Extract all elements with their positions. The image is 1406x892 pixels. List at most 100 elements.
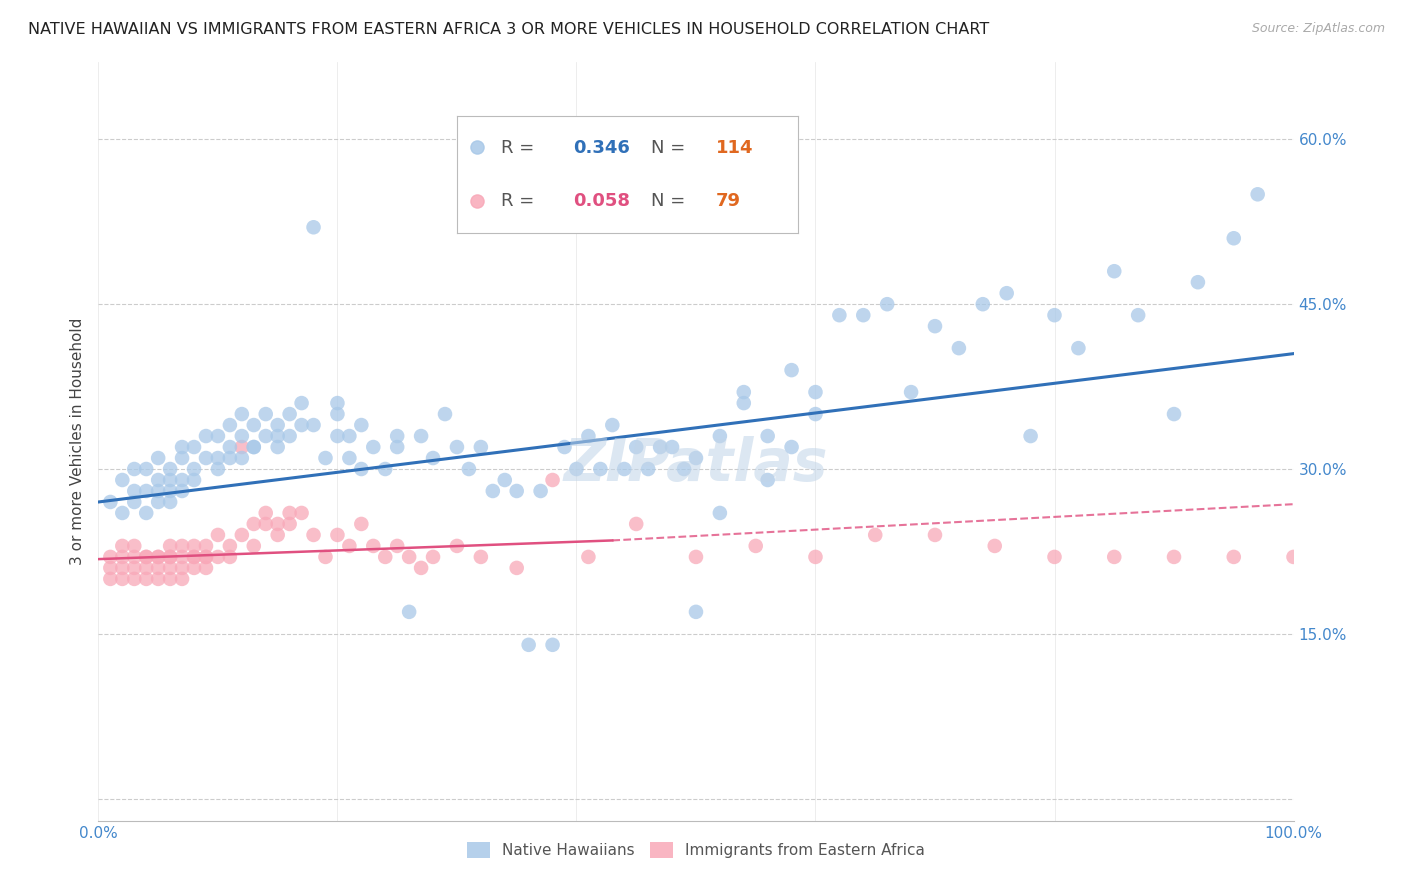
Point xyxy=(124,561,146,575)
Point xyxy=(243,440,266,454)
Point xyxy=(756,429,779,443)
Point xyxy=(302,418,325,433)
Point xyxy=(159,549,181,564)
Point xyxy=(350,516,373,531)
Point xyxy=(243,539,266,553)
Point xyxy=(1104,264,1126,278)
Point xyxy=(124,495,146,509)
Point xyxy=(219,450,242,465)
Point xyxy=(948,341,970,355)
Point xyxy=(291,506,314,520)
Point xyxy=(422,549,444,564)
Point xyxy=(363,539,385,553)
Point xyxy=(183,473,205,487)
Point xyxy=(231,407,253,421)
Point xyxy=(1043,549,1066,564)
Legend: Native Hawaiians, Immigrants from Eastern Africa: Native Hawaiians, Immigrants from Easter… xyxy=(460,835,932,866)
Point xyxy=(1223,549,1246,564)
Point xyxy=(326,407,349,421)
Point xyxy=(254,506,277,520)
Point xyxy=(148,549,170,564)
Point xyxy=(481,483,505,498)
Point xyxy=(148,572,170,586)
Point xyxy=(159,462,181,476)
Point xyxy=(135,483,157,498)
Point xyxy=(780,440,803,454)
Point xyxy=(231,429,253,443)
Point xyxy=(804,549,827,564)
Point xyxy=(685,605,707,619)
Point xyxy=(207,549,229,564)
Point xyxy=(385,539,409,553)
Point xyxy=(541,638,564,652)
Point xyxy=(339,429,361,443)
Point xyxy=(219,418,242,433)
Point xyxy=(578,549,600,564)
Point xyxy=(148,483,170,498)
Point xyxy=(148,450,170,465)
Point xyxy=(172,561,194,575)
Point xyxy=(148,495,170,509)
Point xyxy=(494,473,516,487)
Point xyxy=(733,385,755,400)
Point xyxy=(350,462,373,476)
Point xyxy=(267,418,290,433)
Point xyxy=(254,429,277,443)
Point xyxy=(876,297,898,311)
Point xyxy=(374,462,396,476)
Point xyxy=(135,462,157,476)
Point xyxy=(1223,231,1246,245)
Point xyxy=(852,308,875,322)
Point xyxy=(685,549,707,564)
Point xyxy=(159,539,181,553)
Point xyxy=(98,572,122,586)
Point xyxy=(1019,429,1042,443)
Point xyxy=(207,450,229,465)
Point xyxy=(98,549,122,564)
Point xyxy=(1104,549,1126,564)
Point xyxy=(267,429,290,443)
Point xyxy=(1067,341,1090,355)
Point xyxy=(648,440,672,454)
Point xyxy=(195,539,218,553)
Point xyxy=(159,572,181,586)
Point xyxy=(1187,275,1209,289)
Point xyxy=(470,549,492,564)
Point xyxy=(1247,187,1270,202)
Point xyxy=(350,418,373,433)
Point xyxy=(374,549,396,564)
Point xyxy=(1163,407,1185,421)
Point xyxy=(326,429,349,443)
Y-axis label: 3 or more Vehicles in Household: 3 or more Vehicles in Household xyxy=(69,318,84,566)
Point xyxy=(278,516,301,531)
Point xyxy=(135,561,157,575)
Point xyxy=(709,506,731,520)
Point xyxy=(135,572,157,586)
Point xyxy=(756,473,779,487)
Point xyxy=(804,385,827,400)
Point xyxy=(326,528,349,542)
Point xyxy=(339,450,361,465)
Point xyxy=(183,549,205,564)
Point xyxy=(267,516,290,531)
Point xyxy=(804,407,827,421)
Point xyxy=(111,539,134,553)
Point xyxy=(626,440,648,454)
Point xyxy=(98,495,122,509)
Point xyxy=(278,407,301,421)
Point xyxy=(159,483,181,498)
Point xyxy=(637,462,659,476)
Point xyxy=(172,440,194,454)
Point xyxy=(339,539,361,553)
Point xyxy=(828,308,851,322)
Point xyxy=(278,506,301,520)
Point xyxy=(506,561,529,575)
Point xyxy=(363,440,385,454)
Point xyxy=(398,549,420,564)
Point xyxy=(231,450,253,465)
Point xyxy=(613,462,636,476)
Point xyxy=(411,429,433,443)
Point xyxy=(135,549,157,564)
Point xyxy=(733,396,755,410)
Point xyxy=(1128,308,1150,322)
